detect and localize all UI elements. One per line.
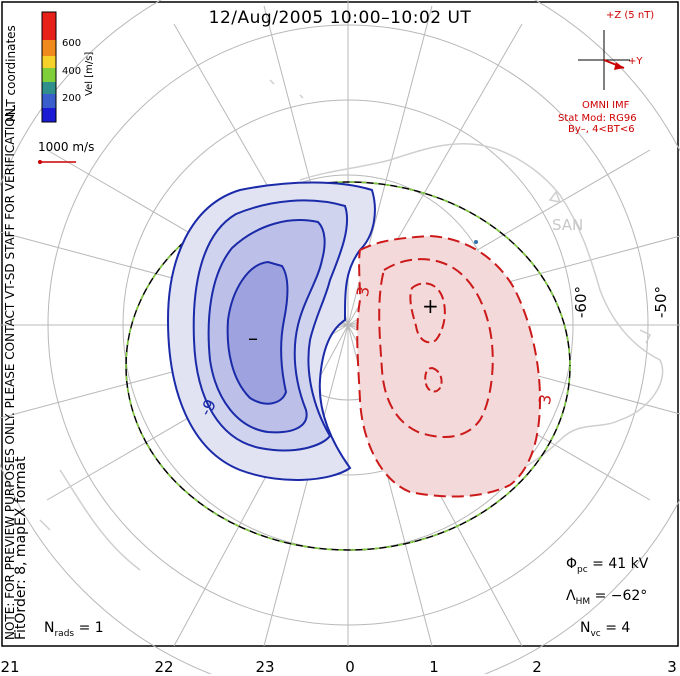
stat-lambda-hm: ΛHM = −62° — [566, 588, 648, 607]
mlt-label-3: 3 — [667, 658, 677, 676]
vector-scale — [38, 160, 76, 164]
colorbar-label: Vel [m/s] — [84, 51, 95, 96]
imf-stat-mod: Stat Mod: RG96 — [558, 113, 637, 124]
mlt-label-2: 2 — [532, 658, 542, 676]
coastline — [39, 79, 664, 571]
imf-z-label: +Z (5 nT) — [606, 10, 655, 21]
lat-label-60: -60° — [572, 286, 590, 318]
potential-min-marker: – — [248, 326, 258, 350]
station-dot — [474, 240, 478, 244]
mlt-label-1: 1 — [429, 658, 439, 676]
mlt-label-23: 23 — [255, 658, 275, 676]
mlt-label-0: 0 — [345, 658, 355, 676]
hm-boundary-dash — [125, 181, 571, 551]
stat-n-rads: Nrads = 1 — [44, 620, 104, 639]
fit-info: FitOrder: 8, mapEX format — [13, 456, 29, 640]
map-frame — [1, 1, 679, 647]
map-title: 12/Aug/2005 10:00–10:02 UT — [208, 8, 472, 28]
mlt-label-22: 22 — [154, 658, 174, 676]
mlt-label-21: 21 — [0, 658, 20, 676]
potential-max-marker: + — [422, 294, 439, 318]
stat-phi-pc: Φpc = 41 kV — [566, 556, 649, 575]
imf-dial — [578, 30, 630, 90]
colorbar-tick-600: 600 — [62, 38, 82, 49]
positive-cell — [356, 234, 542, 498]
negative-cell — [166, 181, 376, 481]
imf-source: OMNI IMF — [582, 100, 630, 111]
stat-n-vc: Nvc = 4 — [580, 620, 631, 639]
colorbar-tick-200: 200 — [62, 93, 82, 104]
imf-y-label: +Y — [628, 56, 643, 67]
colorbar — [41, 11, 57, 123]
colorbar-tick-400: 400 — [62, 66, 82, 77]
station-label: SAN — [552, 216, 584, 234]
imf-condition: By–, 4<BT<6 — [568, 124, 635, 135]
vector-scale-label: 1000 m/s — [38, 140, 95, 154]
lat-label-50: -50° — [652, 286, 670, 318]
